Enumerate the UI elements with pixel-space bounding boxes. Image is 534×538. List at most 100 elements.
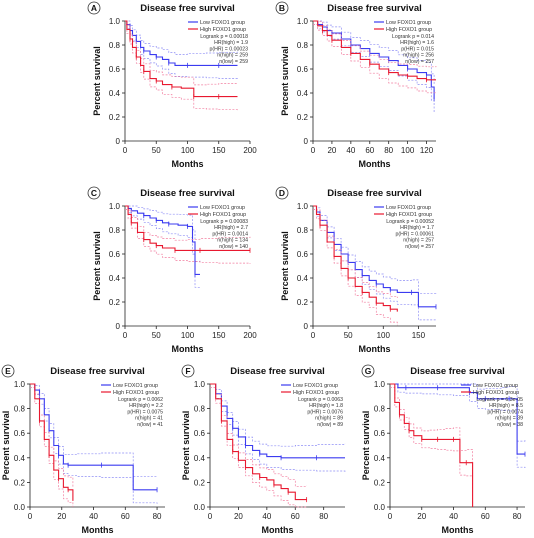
- legend-entry: Low FOXO1 group: [293, 383, 338, 389]
- x-tick-label: 0: [123, 146, 128, 155]
- legend-stat: Logrank p = 0.0063: [298, 397, 343, 403]
- legend-stat: p(HR) = 0.00023: [210, 46, 249, 52]
- series-line-high: [125, 205, 250, 251]
- panel-badge: [1, 364, 15, 378]
- legend-entry: High FOXO1 group: [113, 390, 159, 396]
- series-ci-upper: [210, 383, 346, 447]
- chart-title: Disease free survival: [327, 188, 422, 199]
- legend-entry: High FOXO1 group: [293, 390, 339, 396]
- series-ci-lower: [210, 387, 307, 508]
- y-tick-label: 0.2: [374, 478, 386, 487]
- x-tick-label: 120: [420, 146, 434, 155]
- y-tick-label: 0.2: [194, 478, 206, 487]
- panel-label: G: [365, 366, 372, 376]
- series-line-high: [125, 20, 238, 98]
- legend-stat: n(high) = 257: [403, 238, 434, 244]
- y-tick-label: 0.8: [194, 405, 206, 414]
- legend-stat: n(high) = 89: [315, 416, 343, 422]
- x-tick-label: 150: [212, 331, 226, 340]
- series-ci-upper: [390, 383, 473, 493]
- x-tick-label: 20: [327, 146, 336, 155]
- series-ci-lower: [390, 387, 526, 468]
- y-axis-label: Percent survival: [92, 46, 102, 116]
- x-axis-label: Months: [442, 525, 474, 535]
- y-tick-label: 0: [116, 137, 121, 146]
- panel-label: D: [279, 188, 285, 198]
- y-tick-label: 0.2: [14, 478, 26, 487]
- y-tick-label: 0.2: [297, 298, 309, 307]
- series-ci-upper: [313, 20, 435, 86]
- x-tick-label: 40: [262, 512, 271, 521]
- legend-entry: High FOXO1 group: [386, 212, 432, 218]
- series-line-low: [125, 20, 238, 66]
- panel-b: B Disease free survival 0 20 40 60 80 100 120 0 0.…: [275, 1, 437, 169]
- x-axis-label: Months: [359, 344, 391, 354]
- legend-entry: Low FOXO1 group: [200, 20, 245, 26]
- x-tick-label: 20: [417, 512, 426, 521]
- x-tick-label: 0: [311, 146, 316, 155]
- legend-stat: Logrank p = 6.3e-05: [476, 397, 523, 403]
- series-ci-upper: [125, 20, 238, 55]
- series-line-high: [313, 20, 436, 81]
- x-tick-label: 50: [344, 331, 353, 340]
- legend-stat: p(HR) = 0.015: [401, 46, 434, 52]
- panel-label: C: [91, 188, 97, 198]
- legend-stat: HR(high) = 2.2: [129, 403, 163, 409]
- panel-g: G Disease free survival 0 20 40 60 80 0.0 0.2 0.4…: [361, 364, 526, 535]
- x-axis-label: Months: [82, 525, 114, 535]
- y-tick-label: 0.0: [14, 503, 26, 512]
- y-axis-label: Percent survival: [1, 411, 11, 481]
- legend-stat: n(low) = 259: [219, 59, 248, 65]
- panel-badge: [361, 364, 375, 378]
- legend-entry: High FOXO1 group: [386, 27, 432, 33]
- chart-title: Disease free survival: [50, 366, 145, 377]
- y-tick-label: 1.0: [109, 17, 121, 26]
- x-tick-label: 40: [89, 512, 98, 521]
- x-tick-label: 0: [388, 512, 393, 521]
- legend-stat: HR(high) = 1.7: [400, 225, 434, 231]
- legend-stat: n(high) = 39: [495, 416, 523, 422]
- chart-title: Disease free survival: [410, 366, 505, 377]
- y-tick-label: 0.6: [297, 250, 309, 259]
- x-tick-label: 100: [181, 331, 195, 340]
- series-ci-lower: [313, 209, 437, 321]
- x-axis-label: Months: [172, 344, 204, 354]
- y-tick-label: 0.8: [109, 41, 121, 50]
- x-tick-label: 0: [28, 512, 33, 521]
- series-line-high: [390, 383, 474, 507]
- panel-badge: [87, 186, 101, 200]
- panel-d: D Disease free survival 0 50 100 150 0 0.2 0.4 0.…: [275, 186, 437, 354]
- panel-badge: [275, 1, 289, 15]
- legend-entry: Low FOXO1 group: [386, 205, 431, 211]
- y-tick-label: 1.0: [297, 17, 309, 26]
- y-axis-label: Percent survival: [361, 411, 371, 481]
- y-tick-label: 0.6: [297, 65, 309, 74]
- series-ci-upper: [313, 20, 437, 68]
- legend-stat: Logrank p = 0.00052: [386, 219, 434, 225]
- y-tick-label: 0.8: [374, 405, 386, 414]
- y-tick-label: 0.4: [109, 274, 121, 283]
- x-tick-label: 100: [401, 146, 415, 155]
- legend-stat: Logrank p = 0.00018: [200, 34, 248, 40]
- y-axis-label: Percent survival: [280, 231, 290, 301]
- chart-title: Disease free survival: [140, 188, 235, 199]
- y-tick-label: 1.0: [374, 380, 386, 389]
- y-axis-label: Percent survival: [280, 46, 290, 116]
- y-tick-label: 0.2: [297, 113, 309, 122]
- legend-stat: n(high) = 259: [217, 53, 248, 59]
- y-tick-label: 0.6: [109, 250, 121, 259]
- legend-stat: n(low) = 257: [405, 244, 434, 250]
- x-tick-label: 50: [152, 146, 161, 155]
- x-tick-label: 60: [121, 512, 130, 521]
- y-tick-label: 0.8: [109, 226, 121, 235]
- legend-stat: n(low) = 140: [219, 244, 248, 250]
- series-line-high: [210, 383, 307, 501]
- panel-label: A: [91, 3, 97, 13]
- panel-label: B: [279, 3, 285, 13]
- panel-label: E: [5, 366, 11, 376]
- series-ci-lower: [210, 387, 346, 472]
- x-tick-label: 60: [481, 512, 490, 521]
- series-ci-upper: [313, 205, 398, 298]
- series-line-low: [125, 205, 200, 275]
- legend-stat: Logrank p = 0.0062: [118, 397, 163, 403]
